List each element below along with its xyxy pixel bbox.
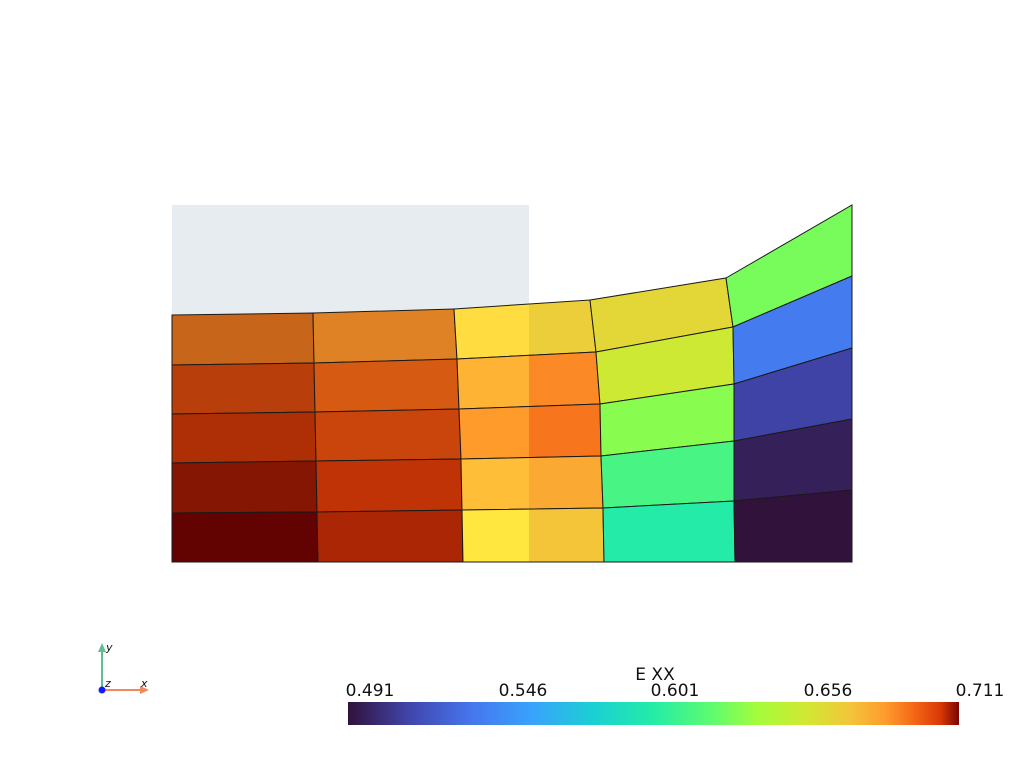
mesh-cell <box>314 408 462 462</box>
y-axis-arrowhead <box>98 643 106 652</box>
mesh-cell <box>454 304 529 359</box>
mesh-cell <box>171 411 317 464</box>
scalar-bar-tick: 0.601 <box>650 681 700 701</box>
y-axis-label: y <box>105 641 113 654</box>
mesh-cell <box>171 312 315 366</box>
mesh-cell <box>733 489 853 563</box>
mesh-cell <box>529 404 601 458</box>
x-axis-arrowhead <box>140 686 149 694</box>
mesh-cell <box>602 500 736 563</box>
scalar-bar-tick: 0.711 <box>955 681 1005 701</box>
z-axis-label: z <box>104 677 111 690</box>
mesh-cell <box>171 362 316 415</box>
mesh-cell <box>529 508 604 562</box>
orientation-axes: y x z <box>98 641 149 694</box>
mesh-cell <box>461 457 529 510</box>
mesh-cell <box>462 509 529 562</box>
mesh-cell <box>459 406 529 459</box>
mesh-cell <box>171 511 319 563</box>
mesh-cell <box>171 460 318 514</box>
deformed-mesh <box>171 204 853 563</box>
mesh-cell <box>529 300 596 356</box>
mesh-cell <box>529 352 600 407</box>
scalar-bar-gradient <box>348 702 959 725</box>
scalar-bar-tick: 0.546 <box>498 681 548 701</box>
mesh-cell <box>529 456 603 510</box>
mesh-cell <box>313 358 460 413</box>
mesh-cell <box>457 355 529 409</box>
x-axis-label: x <box>140 677 148 690</box>
z-axis-dot <box>98 686 106 694</box>
scalar-bar-tick: 0.491 <box>345 681 395 701</box>
scalar-bar-title: E XX <box>635 665 675 685</box>
mesh-cell <box>312 308 458 364</box>
mesh-cell <box>315 458 463 513</box>
mesh-cell <box>316 509 464 563</box>
scalar-bar-tick: 0.656 <box>803 681 853 701</box>
